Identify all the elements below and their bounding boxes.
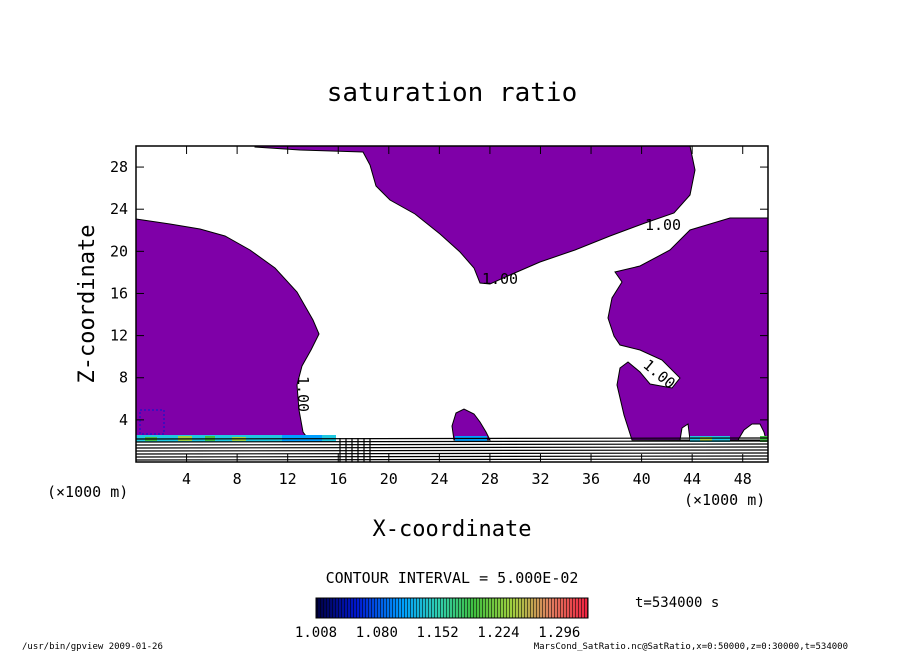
x-tick-label: 48 xyxy=(734,470,752,488)
x-tick-label: 28 xyxy=(481,470,499,488)
contour-label-4: 1.00 xyxy=(294,376,312,412)
x-unit-left: (×1000 m) xyxy=(47,483,128,501)
y-axis-label: Z-coordinate xyxy=(75,225,100,384)
x-tick-label: 20 xyxy=(380,470,398,488)
x-tick-label: 40 xyxy=(633,470,651,488)
x-tick-label: 8 xyxy=(233,470,242,488)
x-tick-label: 44 xyxy=(683,470,701,488)
right-saturated-region xyxy=(607,217,768,441)
x-tick-label: 32 xyxy=(531,470,549,488)
x-unit-right: (×1000 m) xyxy=(684,491,765,509)
y-tick-label: 8 xyxy=(119,369,128,387)
y-tick-label: 16 xyxy=(110,284,128,302)
y-tick-label: 20 xyxy=(110,242,128,260)
colorbar-tick-label: 1.080 xyxy=(356,625,398,641)
contour-labels: 1.00 1.00 1.00 1.00 xyxy=(294,216,681,412)
small-bump-region xyxy=(451,408,491,441)
x-tick-label: 36 xyxy=(582,470,600,488)
colorbar-ticks: 1.008 1.080 1.152 1.224 1.296 xyxy=(295,625,580,641)
colorbar-tick-label: 1.152 xyxy=(417,625,459,641)
time-label: t=534000 s xyxy=(635,595,719,611)
chart-title: saturation ratio xyxy=(327,78,577,108)
left-saturated-region xyxy=(136,218,320,441)
colorbar-tick-label: 1.296 xyxy=(538,625,580,641)
x-axis-label: X-coordinate xyxy=(373,517,532,542)
contour-label-1: 1.00 xyxy=(645,216,681,234)
contour-label-2: 1.00 xyxy=(482,270,518,288)
plot-frame xyxy=(135,145,769,463)
surface-contour-lines xyxy=(136,436,768,462)
plot-area: 1.00 1.00 1.00 1.00 xyxy=(136,146,768,462)
y-tick-label: 28 xyxy=(110,158,128,176)
x-tick-label: 12 xyxy=(279,470,297,488)
top-center-saturated-region xyxy=(254,146,696,285)
y-tick-label: 4 xyxy=(119,411,128,429)
y-tick-label: 12 xyxy=(110,327,128,345)
y-tick-label: 24 xyxy=(110,200,128,218)
footer-left: /usr/bin/gpview 2009-01-26 xyxy=(22,642,163,652)
colorbar xyxy=(315,597,589,619)
contour-interval: CONTOUR INTERVAL = 5.000E-02 xyxy=(326,569,579,587)
footer-right: MarsCond_SatRatio.nc@SatRatio,x=0:50000,… xyxy=(534,642,848,652)
colorbar-tick-label: 1.224 xyxy=(477,625,519,641)
x-tick-label: 16 xyxy=(329,470,347,488)
x-axis: 4 8 12 16 20 24 28 32 36 40 44 48 xyxy=(182,146,752,488)
x-tick-label: 24 xyxy=(430,470,448,488)
x-tick-label: 4 xyxy=(182,470,191,488)
y-axis: 4 8 12 16 20 24 28 xyxy=(110,158,768,429)
colorbar-tick-label: 1.008 xyxy=(295,625,337,641)
